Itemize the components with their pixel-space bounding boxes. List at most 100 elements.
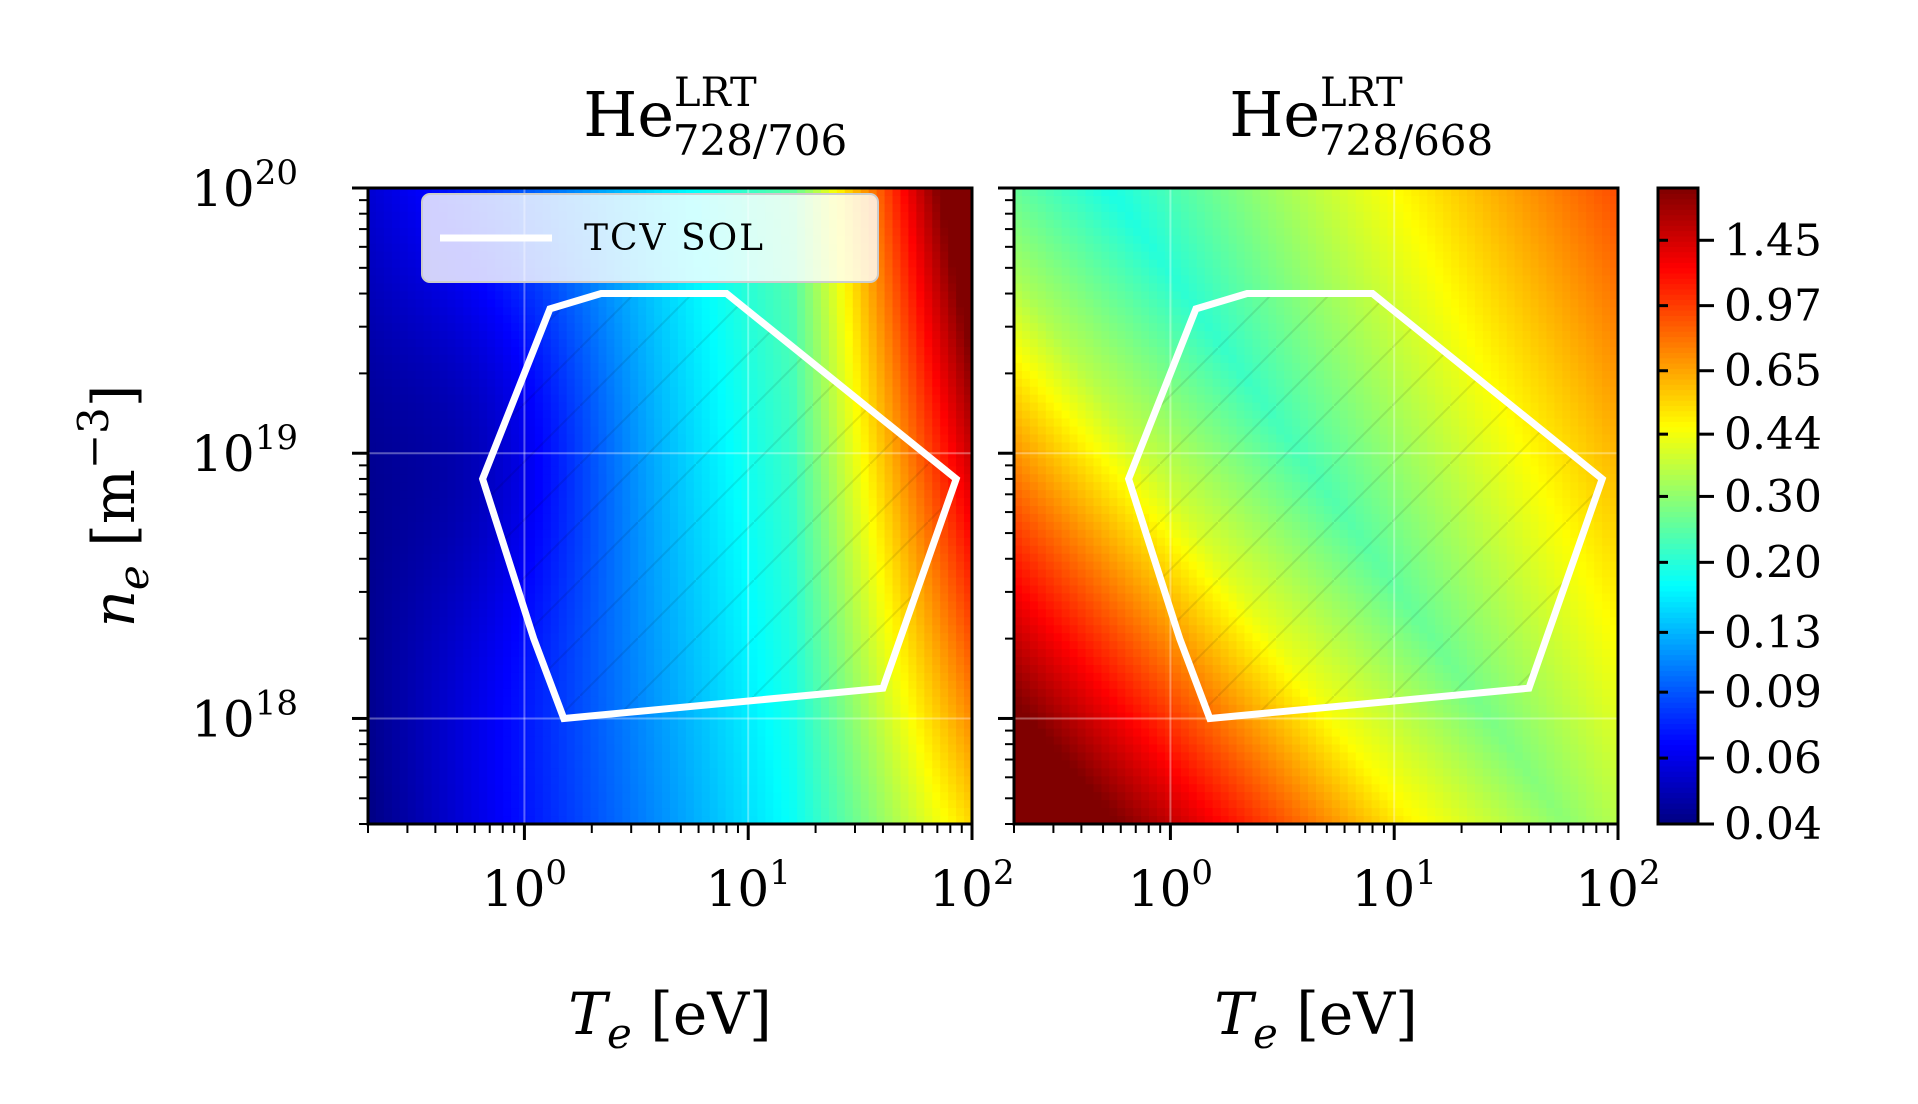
heatmap-cell: [511, 736, 520, 746]
heatmap-cell: [487, 784, 496, 793]
heatmap-cell: [503, 362, 512, 372]
heatmap-cell: [471, 736, 480, 746]
heatmap-cell: [391, 537, 401, 547]
heatmap-cell: [598, 808, 608, 817]
heatmap-cell: [423, 426, 433, 436]
heatmap-cell: [725, 784, 735, 793]
heatmap-cell: [638, 744, 647, 754]
heatmap-cell: [383, 442, 393, 452]
heatmap-cell: [828, 712, 838, 722]
heatmap-cell: [765, 800, 775, 809]
heatmap-cell: [431, 442, 441, 452]
heatmap-cell: [471, 315, 480, 324]
heatmap-cell: [415, 203, 425, 213]
heatmap-cell: [511, 657, 520, 666]
heatmap-cell: [693, 736, 703, 746]
heatmap-cell: [526, 299, 536, 308]
heatmap-cell: [423, 792, 433, 801]
heatmap-cell: [391, 720, 401, 730]
heatmap-cell: [431, 561, 441, 571]
heatmap-cell: [431, 665, 441, 674]
heatmap-cell: [654, 760, 663, 770]
heatmap-cell: [463, 339, 473, 348]
heatmap-cell: [368, 331, 377, 340]
heatmap-cell: [511, 362, 520, 372]
heatmap-cell: [415, 641, 425, 650]
heatmap-cell: [375, 704, 385, 714]
heatmap-cell: [455, 657, 465, 666]
heatmap-cell: [550, 736, 560, 746]
heatmap-cell: [471, 545, 480, 555]
heatmap-cell: [447, 800, 457, 809]
heatmap-cell: [375, 617, 385, 626]
heatmap-cell: [455, 784, 465, 793]
heatmap-cell: [566, 816, 576, 824]
heatmap-cell: [598, 744, 608, 754]
heatmap-cell: [773, 760, 782, 770]
heatmap-cell: [693, 712, 703, 722]
heatmap-cell: [741, 768, 751, 777]
heatmap-cell: [383, 251, 393, 261]
heatmap-cell: [582, 816, 592, 824]
heatmap-cell: [487, 410, 496, 420]
heatmap-cell: [407, 680, 417, 690]
heatmap-cell: [511, 601, 520, 611]
heatmap-cell: [431, 529, 441, 539]
heatmap-cell: [383, 720, 393, 730]
heatmap-cell: [654, 816, 663, 824]
heatmap-cell: [836, 331, 846, 340]
heatmap-cell: [622, 283, 631, 293]
heatmap-cell: [693, 744, 703, 754]
heatmap-cell: [455, 776, 465, 785]
heatmap-cell: [805, 752, 814, 762]
heatmap-cell: [487, 354, 496, 364]
heatmap-cell: [431, 450, 441, 459]
heatmap-cell: [511, 625, 520, 634]
heatmap-cell: [455, 633, 465, 642]
heatmap-cell: [852, 299, 862, 308]
heatmap-cell: [439, 323, 449, 332]
heatmap-cell: [852, 188, 862, 197]
heatmap-cell: [423, 466, 433, 475]
heatmap-cell: [431, 633, 441, 642]
heatmap-cell: [415, 768, 425, 777]
heatmap-cell: [495, 633, 504, 642]
heatmap-cell: [463, 410, 473, 420]
heatmap-cell: [821, 339, 830, 348]
heatmap-cell: [399, 704, 409, 714]
heatmap-cell: [542, 792, 552, 801]
heatmap-cell: [654, 808, 663, 817]
heatmap-cell: [733, 776, 743, 785]
heatmap-cell: [391, 736, 401, 746]
heatmap-cell: [447, 418, 457, 428]
heatmap-cell: [415, 458, 425, 467]
heatmap-cell: [455, 609, 465, 618]
heatmap-cell: [693, 188, 703, 197]
heatmap-cell: [447, 466, 457, 475]
heatmap-cell: [844, 339, 854, 348]
heatmap-cell: [836, 188, 846, 197]
heatmap-cell: [383, 657, 393, 666]
heatmap-cell: [415, 474, 425, 483]
heatmap-cell: [781, 299, 790, 308]
heatmap-cell: [519, 752, 528, 762]
heatmap-cell: [431, 354, 441, 364]
heatmap-cell: [733, 283, 743, 293]
heatmap-cell: [487, 283, 496, 293]
heatmap-cell: [654, 800, 663, 809]
heatmap-cell: [685, 784, 695, 793]
heatmap-cell: [447, 323, 457, 332]
heatmap-cell: [582, 188, 592, 197]
heatmap-cell: [383, 307, 393, 316]
heatmap-cell: [463, 553, 473, 563]
heatmap-cell: [789, 792, 798, 801]
heatmap-cell: [733, 744, 743, 754]
heatmap-cell: [455, 792, 465, 801]
heatmap-cell: [391, 434, 401, 444]
heatmap-cell: [622, 188, 631, 197]
heatmap-cell: [391, 362, 401, 372]
heatmap-cell: [574, 768, 584, 777]
heatmap-cell: [606, 784, 616, 793]
heatmap-cell: [757, 720, 767, 730]
heatmap-cell: [646, 776, 655, 785]
